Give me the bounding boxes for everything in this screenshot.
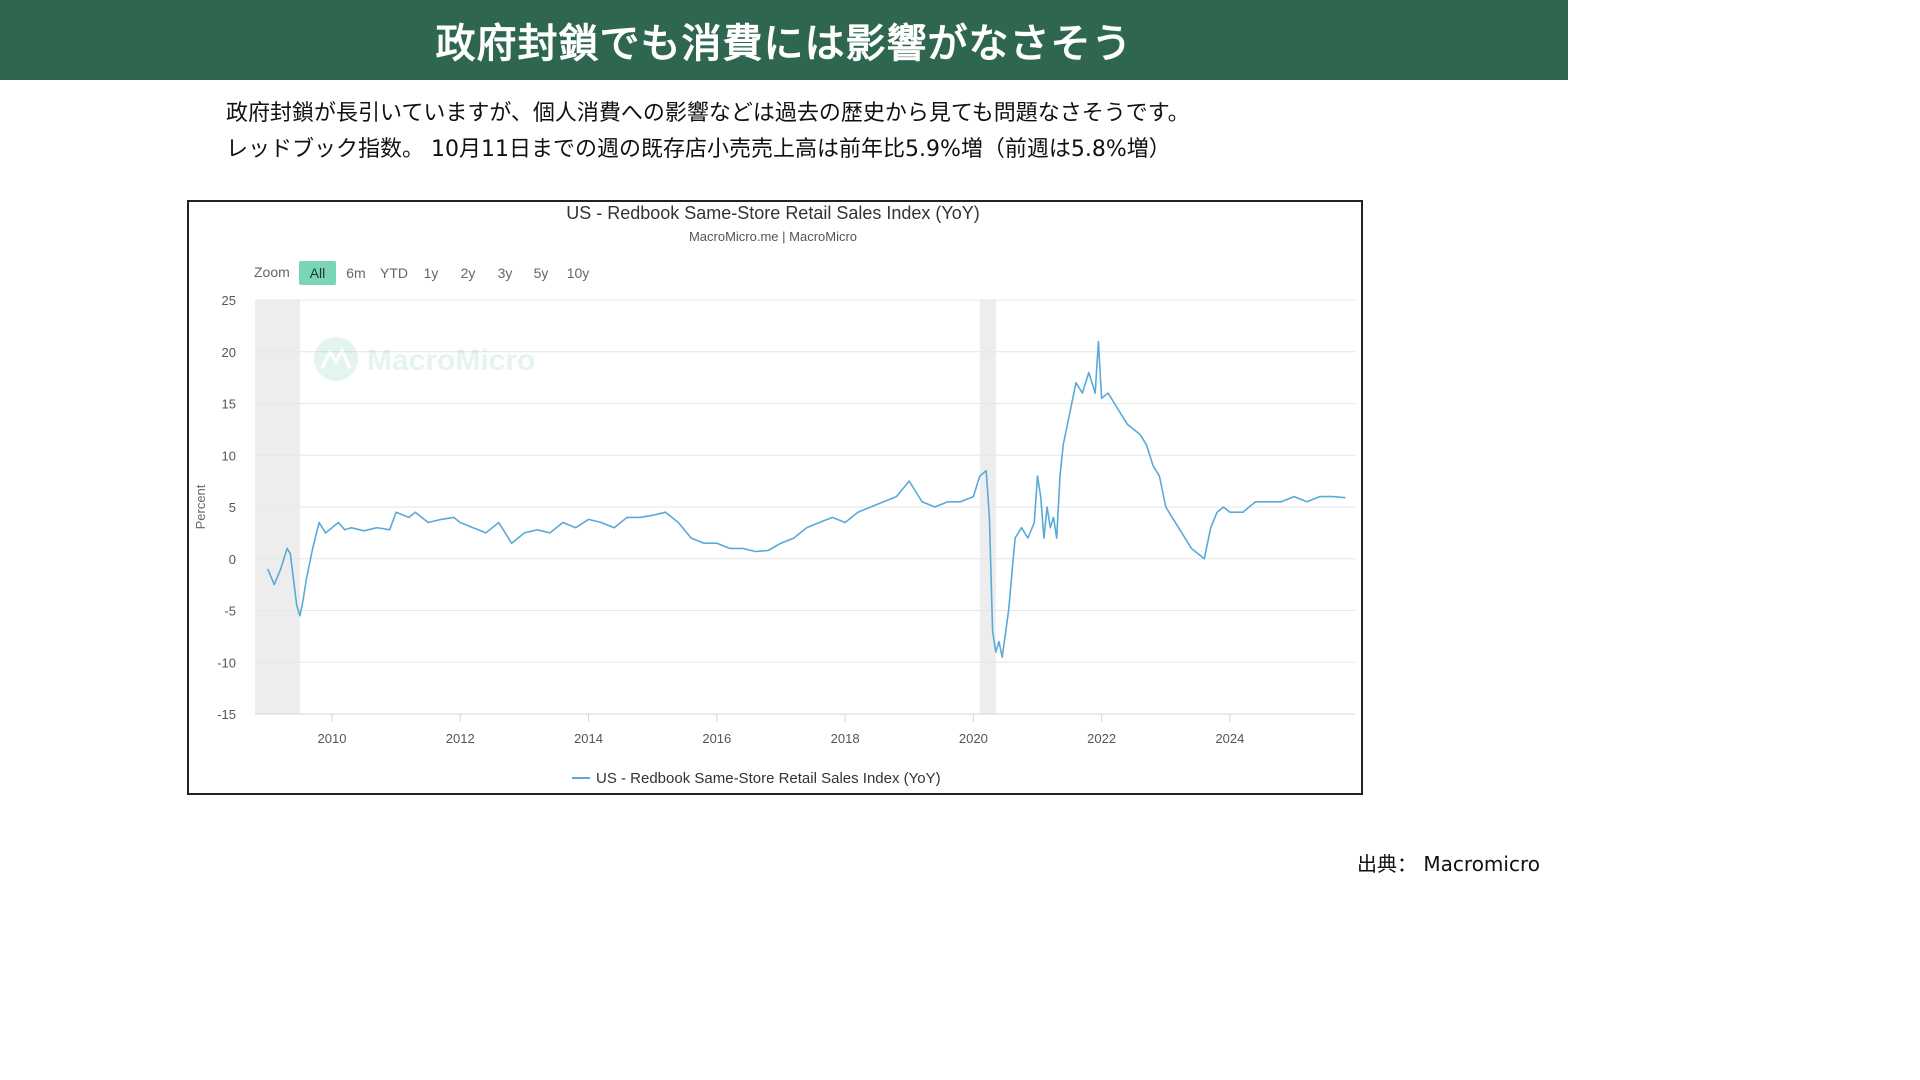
range-selector: Zoom All 6m YTD 1y 2y 3y 5y 10y	[254, 261, 589, 285]
x-axis-ticks: 2010 2012 2014 2016 2018 2020 2022 2024	[318, 714, 1244, 746]
x-tick-label: 2014	[574, 731, 603, 746]
x-tick-label: 2024	[1215, 731, 1244, 746]
series-line	[267, 340, 1346, 658]
y-tick-label: -15	[217, 707, 236, 722]
range-button-bg	[299, 261, 336, 285]
zoom-label: Zoom	[254, 264, 290, 280]
source-credit: 出典： Macromicro	[1357, 852, 1540, 876]
range-button-2y[interactable]: 2y	[461, 265, 476, 281]
y-tick-label: 10	[222, 448, 236, 463]
intro-text: 政府封鎖が長引いていますが、個人消費への影響などは過去の歴史から見ても問題なさそ…	[226, 96, 1526, 168]
redbook-chart: US - Redbook Same-Store Retail Sales Ind…	[193, 203, 1355, 787]
y-tick-label: -5	[224, 604, 236, 619]
range-button-all[interactable]: All	[299, 261, 336, 285]
range-button-ytd[interactable]: YTD	[380, 265, 408, 281]
grid-lines	[255, 299, 1355, 715]
range-button-label: 2y	[461, 265, 476, 281]
x-tick-label: 2022	[1087, 731, 1116, 746]
range-button-6m[interactable]: 6m	[346, 265, 365, 281]
chart-subtitle: MacroMicro.me | MacroMicro	[689, 229, 857, 244]
y-axis-ticks: 25 20 15 10 5 0 -5 -10 -15	[217, 293, 236, 722]
range-button-1y[interactable]: 1y	[424, 265, 439, 281]
x-tick-label: 2018	[831, 731, 860, 746]
range-button-3y[interactable]: 3y	[498, 265, 513, 281]
slide-title-banner: 政府封鎖でも消費には影響がなさそう	[0, 0, 1568, 80]
x-tick-label: 2020	[959, 731, 988, 746]
chart-title: US - Redbook Same-Store Retail Sales Ind…	[566, 203, 980, 223]
y-axis-label: Percent	[193, 484, 208, 529]
watermark: MacroMicro	[314, 337, 535, 381]
range-button-label: All	[310, 265, 326, 281]
x-tick-label: 2010	[318, 731, 347, 746]
intro-line-1: 政府封鎖が長引いていますが、個人消費への影響などは過去の歴史から見ても問題なさそ…	[226, 101, 1190, 126]
range-button-label: 1y	[424, 265, 439, 281]
watermark-logo-icon	[314, 337, 358, 381]
range-button-5y[interactable]: 5y	[534, 265, 549, 281]
range-button-label: 10y	[567, 265, 590, 281]
y-tick-label: 5	[229, 500, 236, 515]
range-button-10y[interactable]: 10y	[567, 265, 590, 281]
watermark-text: MacroMicro	[367, 344, 535, 377]
x-tick-label: 2012	[446, 731, 475, 746]
intro-line-2: レッドブック指数。 10月11日までの週の既存店小売売上高は前年比5.9%増（前…	[226, 137, 1171, 162]
y-tick-label: 15	[222, 397, 236, 412]
range-button-label: YTD	[380, 265, 408, 281]
range-button-label: 5y	[534, 265, 549, 281]
range-button-label: 6m	[346, 265, 365, 281]
y-tick-label: 20	[222, 345, 236, 360]
watermark-logo-mark	[320, 346, 352, 369]
chart-frame: US - Redbook Same-Store Retail Sales Ind…	[187, 200, 1363, 795]
range-button-label: 3y	[498, 265, 513, 281]
legend-label: US - Redbook Same-Store Retail Sales Ind…	[596, 770, 941, 787]
y-tick-label: 25	[222, 293, 236, 308]
x-tick-label: 2016	[702, 731, 731, 746]
slide-title: 政府封鎖でも消費には影響がなさそう	[435, 21, 1133, 67]
y-tick-label: -10	[217, 655, 236, 670]
legend[interactable]: US - Redbook Same-Store Retail Sales Ind…	[572, 770, 941, 787]
y-tick-label: 0	[229, 552, 236, 567]
